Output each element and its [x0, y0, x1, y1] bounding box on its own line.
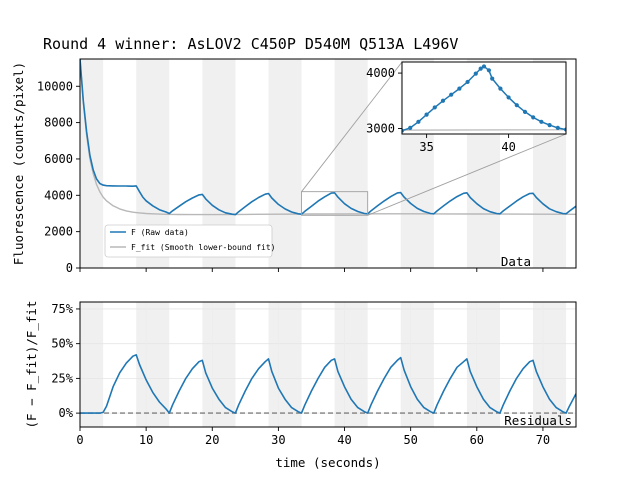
inset-data-point	[481, 64, 487, 69]
residual-line	[80, 353, 576, 414]
inset-data-point	[449, 92, 454, 97]
top-y-tick-label: 0	[66, 261, 73, 275]
inset-x-tick-label: 40	[501, 140, 515, 154]
top-panel-tag: Data	[501, 254, 531, 269]
bottom-panel: 0% 25% 50% 75% 0 10 20 30 40 50 60 70 (F − F_fit)/…	[24, 301, 577, 470]
legend-box	[104, 224, 273, 258]
raw-data-line	[80, 59, 576, 216]
inset-data-point	[531, 115, 536, 120]
zoom-indicator	[301, 61, 567, 216]
inset-data-point	[478, 66, 483, 71]
fit-line	[80, 59, 576, 216]
top-y-tick-label: 2000	[44, 225, 73, 239]
inset-y-tick-label: 4000	[366, 66, 395, 80]
shaded-band	[466, 302, 500, 427]
inset-data-point	[473, 71, 478, 76]
top-series	[80, 59, 576, 216]
legend: F (Raw data) F_fit (Smooth lower-bound f…	[104, 224, 276, 258]
inset-data-point	[416, 119, 421, 124]
top-y-tick-label: 6000	[44, 152, 73, 166]
inset-series	[402, 64, 566, 133]
x-axis-label: time (seconds)	[275, 455, 380, 470]
bottom-y-axis-label: (F − F_fit)/F_fit	[24, 301, 39, 429]
shaded-band	[268, 59, 302, 268]
inset-data-point	[440, 98, 446, 103]
zoom-connector	[367, 133, 567, 216]
shaded-band	[400, 302, 434, 427]
bottom-x-tick-label: 50	[403, 433, 417, 447]
bottom-y-tick-label: 75%	[51, 302, 73, 316]
chart-title: Round 4 winner: AsLOV2 C450P D540M Q513A…	[43, 35, 458, 53]
inset-data-point	[555, 125, 560, 131]
bottom-x-tick-label: 20	[205, 433, 219, 447]
top-y-tick-label: 10000	[37, 79, 73, 93]
top-y-tick-label: 8000	[44, 116, 73, 130]
bottom-x-tick-label: 30	[271, 433, 285, 447]
inset-data-point	[486, 68, 492, 73]
inset-data-point	[402, 128, 405, 133]
bottom-y-ticks: 0% 25% 50% 75%	[51, 302, 80, 420]
shaded-band	[202, 302, 236, 427]
inset-axes-frame	[401, 61, 567, 135]
bottom-x-tick-label: 0	[76, 433, 83, 447]
inset-x-tick-label: 35	[419, 140, 433, 154]
bottom-series	[80, 353, 576, 414]
bottom-x-tick-label: 70	[536, 433, 550, 447]
inset-data-point	[498, 86, 503, 91]
inset-data-point	[563, 127, 566, 132]
shaded-band	[334, 302, 368, 427]
inset-data-point	[506, 95, 511, 100]
inset-data-point	[514, 103, 519, 108]
zoom-box	[301, 191, 369, 216]
inset-data-point	[539, 119, 544, 124]
bottom-x-tick-label: 60	[470, 433, 484, 447]
bottom-x-tick-label: 10	[139, 433, 153, 447]
legend-fit-label: F_fit (Smooth lower-bound fit)	[131, 243, 276, 252]
inset-data-point	[432, 105, 437, 110]
top-y-tick-label: 4000	[44, 188, 73, 202]
shaded-band	[334, 59, 368, 268]
bottom-y-tick-label: 50%	[51, 337, 73, 351]
inset-data-point	[547, 123, 552, 128]
shaded-band	[80, 302, 104, 427]
legend-raw-label: F (Raw data)	[131, 228, 189, 237]
inset-data-point	[424, 112, 429, 117]
bottom-y-tick-label: 0%	[59, 406, 74, 420]
bottom-x-ticks: 0 10 20 30 40 50 60 70	[76, 427, 550, 447]
bottom-panel-tag: Residuals	[504, 413, 572, 428]
top-y-axis-label: Fluorescence (counts/pixel)	[11, 62, 26, 265]
inset-data-point	[408, 125, 413, 131]
shaded-band	[533, 302, 567, 427]
bottom-axes-frame	[79, 301, 577, 428]
inset-data-point	[457, 86, 462, 91]
top-axes-frame	[79, 58, 577, 269]
bottom-shaded-bands	[80, 302, 567, 427]
bottom-x-tick-label: 40	[337, 433, 351, 447]
top-y-ticks: 0 2000 4000 6000 8000 10000	[37, 79, 80, 275]
inset-ticks: 3000 4000 35 40	[366, 66, 516, 154]
inset-background	[402, 62, 566, 134]
inset-panel: 3000 4000 35 40	[366, 61, 567, 154]
inset-data-point	[490, 76, 495, 81]
top-x-ticks	[79, 268, 544, 272]
inset-data-point	[522, 109, 528, 114]
shaded-band	[268, 302, 302, 427]
bottom-y-tick-label: 25%	[51, 371, 73, 385]
inset-data-point	[465, 79, 470, 85]
zoom-connector	[301, 61, 403, 192]
inset-y-tick-label: 3000	[366, 121, 395, 135]
